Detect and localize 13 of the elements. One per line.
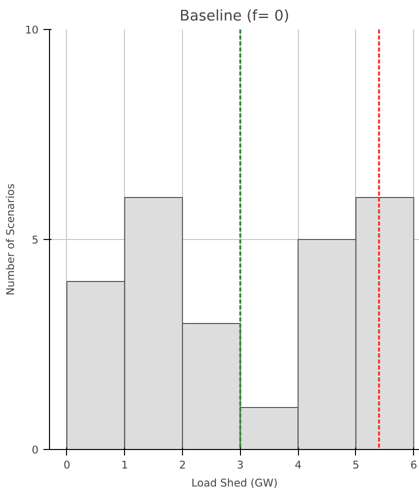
x-tick-label: 3 bbox=[236, 458, 244, 472]
x-tick-label: 5 bbox=[352, 458, 360, 472]
y-axis-title: Number of Scenarios bbox=[4, 183, 17, 296]
x-axis-title: Load Shed (GW) bbox=[191, 476, 278, 490]
x-tick-label: 2 bbox=[179, 458, 186, 472]
x-tick-label: 4 bbox=[294, 458, 302, 472]
y-tick-label: 10 bbox=[24, 24, 39, 36]
y-tick-label: 5 bbox=[32, 234, 38, 246]
x-tick-label: 1 bbox=[121, 458, 128, 472]
x-tick-label: 6 bbox=[410, 458, 418, 472]
x-tick-label: 0 bbox=[63, 458, 70, 472]
y-tick-label: 0 bbox=[32, 444, 39, 456]
chart-title: Baseline (f= 0) bbox=[180, 8, 290, 24]
